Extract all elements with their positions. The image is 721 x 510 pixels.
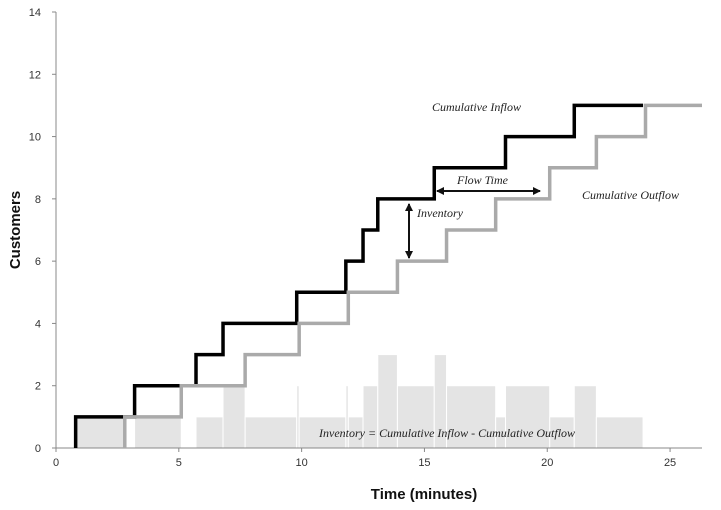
x-tick-label: 20 xyxy=(541,457,553,469)
cumulative-inflow-line xyxy=(73,103,644,448)
inventory-bar xyxy=(244,416,298,449)
annotations-layer: Cumulative Inflow Cumulative Outflow Flo… xyxy=(318,100,679,440)
y-tick-label: 4 xyxy=(35,318,41,330)
y-tick-label: 12 xyxy=(29,69,41,81)
y-tick-label: 14 xyxy=(29,7,41,19)
inventory-bar xyxy=(446,385,497,449)
ticks-layer: 0 2 4 6 8 10 12 14 0 5 10 15 20 25 xyxy=(29,7,676,469)
inventory-area-layer xyxy=(75,354,644,449)
inventory-formula-label: Inventory = Cumulative Inflow - Cumulati… xyxy=(318,426,575,440)
inventory-bar xyxy=(573,385,597,449)
y-tick-label: 0 xyxy=(35,443,41,455)
y-axis-title: Customers xyxy=(7,191,24,269)
inventory-bar xyxy=(134,416,182,449)
inventory-bar xyxy=(195,416,224,449)
x-tick-label: 0 xyxy=(53,457,59,469)
inventory-bar xyxy=(222,385,246,449)
y-tick-label: 8 xyxy=(35,194,41,206)
x-tick-label: 15 xyxy=(418,457,430,469)
axes-layer xyxy=(55,12,702,449)
cumulative-outflow-label: Cumulative Outflow xyxy=(582,188,679,202)
y-tick-label: 10 xyxy=(29,132,41,144)
flow-time-label: Flow Time xyxy=(456,173,509,187)
inventory-bar xyxy=(595,416,644,449)
y-tick-label: 2 xyxy=(35,381,41,393)
x-tick-label: 5 xyxy=(176,457,182,469)
inventory-bar xyxy=(396,385,435,449)
x-tick-label: 25 xyxy=(664,457,676,469)
y-tick-label: 6 xyxy=(35,256,41,268)
inventory-bar xyxy=(75,416,126,449)
cumulative-inflow-label: Cumulative Inflow xyxy=(432,100,521,114)
series-layer xyxy=(73,103,702,448)
x-tick-label: 10 xyxy=(296,457,308,469)
inventory-bar xyxy=(504,385,551,449)
inventory-label: Inventory xyxy=(416,206,464,220)
x-axis-title: Time (minutes) xyxy=(371,486,477,503)
cumulative-outflow-line xyxy=(123,103,702,448)
